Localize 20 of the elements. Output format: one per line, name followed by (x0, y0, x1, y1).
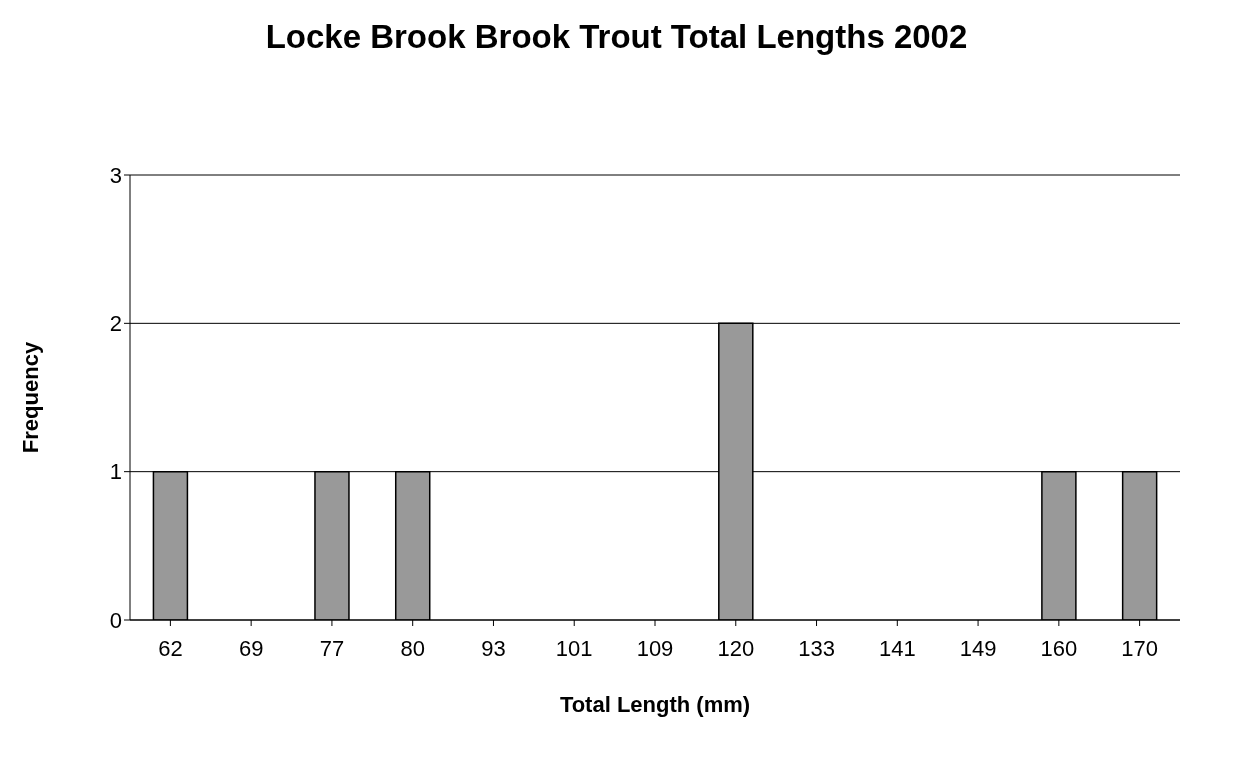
y-tick-label: 3 (109, 162, 122, 188)
y-tick-label: 2 (109, 311, 122, 337)
y-tick-label: 1 (109, 459, 122, 485)
x-tick-label: 69 (238, 635, 264, 661)
x-tick-label: 120 (717, 635, 755, 661)
x-axis-title: Total Length (mm) (559, 692, 751, 717)
x-tick-label: 109 (636, 635, 674, 661)
x-tick-label: 141 (878, 635, 916, 661)
y-axis-title: Frequency (17, 341, 43, 454)
x-tick-label: 133 (798, 635, 835, 661)
x-tick-label: 101 (555, 635, 593, 661)
x-tick-label: 80 (400, 635, 425, 661)
y-tick-label: 0 (109, 607, 122, 633)
x-tick-label: 93 (481, 635, 506, 661)
chart-title: Locke Brook Brook Trout Total Lengths 2002 (264, 18, 969, 56)
x-tick-label: 77 (319, 635, 345, 661)
x-tick-label: 149 (959, 635, 997, 661)
x-tick-label: 170 (1121, 635, 1158, 661)
x-tick-label: 62 (158, 635, 183, 661)
x-tick-label: 160 (1040, 635, 1078, 661)
